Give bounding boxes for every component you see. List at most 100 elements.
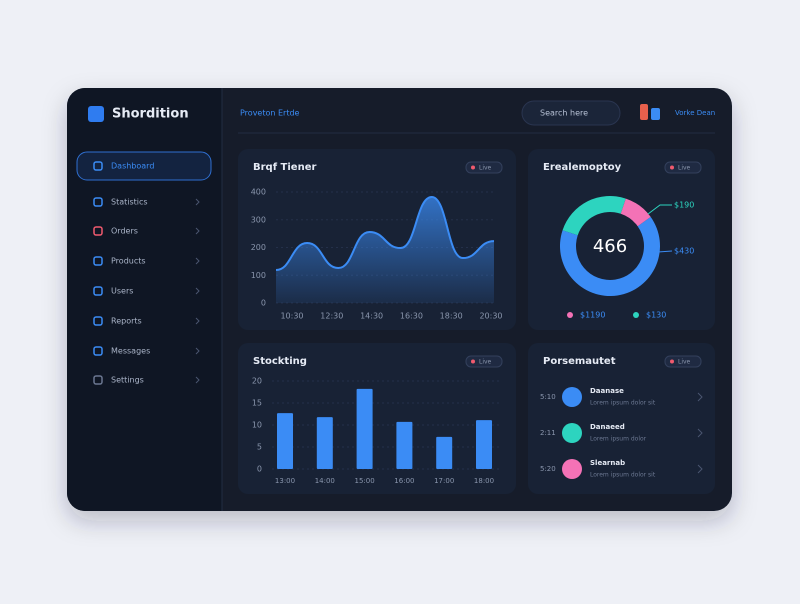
nav-icon — [93, 161, 103, 171]
nav-icon — [93, 375, 103, 385]
y-tick-label: 200 — [251, 243, 266, 252]
badge — [465, 355, 503, 368]
legend-label: $1190 — [580, 311, 605, 320]
bar — [356, 388, 373, 469]
chevron — [195, 287, 200, 295]
nav-item[interactable]: Dashboard — [111, 162, 154, 171]
list-icon — [562, 387, 582, 407]
chevron[interactable] — [697, 392, 703, 402]
badge — [664, 161, 702, 174]
search-box[interactable] — [521, 100, 621, 126]
area-line — [275, 195, 495, 271]
bar — [316, 417, 333, 469]
nav-item[interactable]: Reports — [111, 317, 142, 326]
x-tick-label: 15:00 — [355, 477, 375, 485]
badge-dot — [471, 359, 475, 364]
bar — [396, 421, 413, 469]
x-tick-label: 18:30 — [440, 312, 463, 321]
list-sub: Lorem ipsum dolor sit — [590, 400, 656, 407]
badge-label: Live — [479, 359, 492, 366]
sidebar — [67, 88, 222, 511]
notification-icon[interactable] — [640, 104, 648, 120]
nav-item[interactable]: Messages — [111, 347, 150, 356]
nav-icon — [93, 286, 103, 296]
list-time: 5:10 — [540, 393, 556, 401]
chevron — [195, 257, 200, 265]
nav-icon — [93, 256, 103, 266]
donut-segment — [620, 198, 651, 227]
panel — [528, 149, 715, 330]
bar — [277, 413, 293, 469]
x-tick-label: 14:00 — [315, 477, 335, 485]
nav-item[interactable]: Orders — [111, 227, 138, 236]
list-title: Danaeed — [590, 423, 625, 431]
x-tick-label: 13:00 — [275, 477, 295, 485]
badge-label: Live — [479, 165, 492, 172]
brand: Shordition — [112, 107, 189, 122]
nav-icon — [93, 346, 103, 356]
x-tick-label: 16:30 — [400, 312, 423, 321]
x-tick-label: 10:30 — [280, 312, 303, 321]
y-tick-label: 10 — [252, 421, 262, 430]
callout: $190 — [674, 201, 694, 210]
bar — [436, 436, 453, 469]
search-placeholder: Search here — [540, 109, 588, 118]
y-tick-label: 15 — [252, 399, 262, 408]
x-tick-label: 20:30 — [479, 312, 502, 321]
chevron[interactable] — [697, 428, 703, 438]
chevron — [195, 198, 200, 206]
list-sub: Lorem ipsum dolor sit — [590, 472, 656, 479]
logo — [88, 106, 104, 122]
list-time: 5:20 — [540, 465, 556, 473]
x-tick-label: 17:00 — [434, 477, 454, 485]
nav-icon — [93, 226, 103, 236]
y-tick-label: 20 — [252, 377, 262, 386]
x-tick-label: 12:30 — [320, 312, 343, 321]
panel-title: Porsemautet — [543, 356, 616, 367]
badge-dot — [471, 165, 475, 170]
donut-segment — [562, 196, 626, 236]
nav-icon — [93, 197, 103, 207]
badge — [664, 355, 702, 368]
x-tick-label: 14:30 — [360, 312, 383, 321]
legend-label: $130 — [646, 311, 666, 320]
chevron — [195, 227, 200, 235]
legend-dot — [567, 312, 573, 318]
y-tick-label: 100 — [251, 271, 266, 280]
nav-item[interactable]: Users — [111, 287, 133, 296]
chevron — [195, 376, 200, 384]
list-sub: Lorem ipsum dolor — [590, 436, 647, 443]
y-tick-label: 0 — [257, 465, 262, 474]
user-name[interactable]: Vorke Dean — [675, 109, 715, 117]
nav-item[interactable]: Settings — [111, 376, 144, 385]
badge-dot — [670, 359, 674, 364]
nav-item[interactable]: Products — [111, 257, 146, 266]
panel-title: Brqf Tiener — [253, 162, 316, 173]
message-icon[interactable] — [651, 108, 660, 120]
list-title: Slearnab — [590, 459, 625, 467]
legend-dot — [633, 312, 639, 318]
nav-item[interactable]: Statistics — [111, 198, 148, 207]
callout-line — [647, 204, 672, 215]
nav-active[interactable] — [76, 151, 212, 181]
callout: $430 — [674, 247, 694, 256]
panel-title: Stockting — [253, 356, 307, 367]
y-tick-label: 5 — [257, 443, 262, 452]
badge-dot — [670, 165, 674, 170]
list-icon — [562, 423, 582, 443]
badge-label: Live — [678, 165, 691, 172]
badge — [465, 161, 503, 174]
x-tick-label: 18:00 — [474, 477, 494, 485]
x-tick-label: 16:00 — [394, 477, 414, 485]
list-icon — [562, 459, 582, 479]
y-tick-label: 300 — [251, 215, 266, 224]
y-tick-label: 0 — [261, 299, 266, 308]
panel — [528, 343, 715, 494]
chevron — [195, 347, 200, 355]
donut-center: 466 — [593, 236, 627, 257]
breadcrumb: Proveton Ertde — [240, 109, 300, 118]
list-time: 2:11 — [540, 429, 556, 437]
chevron[interactable] — [697, 464, 703, 474]
panel-title: Erealemoptoy — [543, 162, 622, 173]
bar — [476, 420, 492, 469]
